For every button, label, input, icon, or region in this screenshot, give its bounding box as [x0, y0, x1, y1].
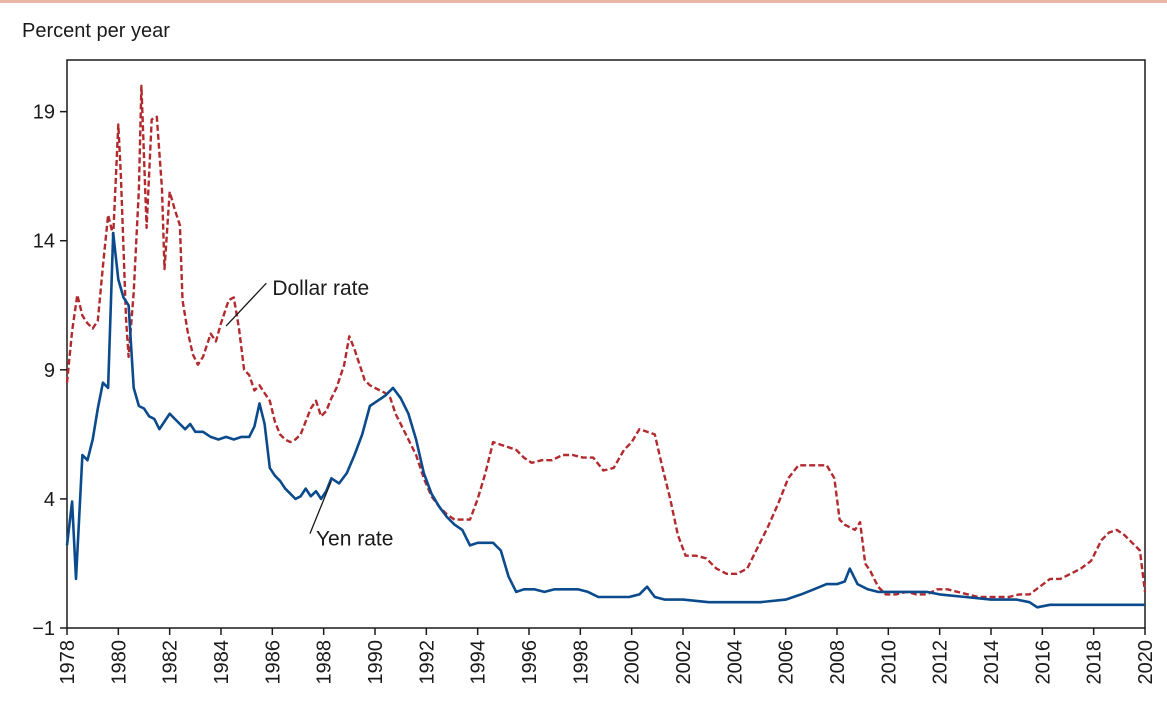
x-tick-label: 1998: [570, 640, 592, 685]
top-rule: [0, 0, 1167, 3]
y-axis-label: Percent per year: [22, 20, 170, 42]
x-tick-label: 1984: [211, 640, 233, 685]
annotation-layer: Dollar rate Yen rate: [225, 277, 393, 551]
series-line-yen: [65, 231, 1145, 609]
x-tick-label: 1986: [262, 640, 284, 685]
x-tick-label: 2016: [1032, 640, 1054, 685]
y-tick-label: 14: [33, 231, 55, 253]
x-tick-label: 2004: [724, 640, 746, 685]
y-tick-label: 9: [44, 360, 55, 382]
annotation-label-yen: Yen rate: [316, 528, 393, 551]
x-tick-label: 1994: [468, 640, 490, 685]
x-tick-label: 2010: [878, 640, 900, 685]
x-tick-label: 1990: [365, 640, 387, 685]
y-tick-label: 4: [44, 489, 55, 511]
series-layer: [65, 84, 1147, 609]
y-tick-label: −1: [32, 618, 55, 640]
x-ticks: 1978 1980 1982 1984 1986 1988 1990 1992 1994 1996…: [57, 628, 1157, 685]
x-tick-label: 2012: [930, 640, 952, 685]
x-tick-label: 1982: [160, 640, 182, 685]
x-tick-label: 2008: [827, 640, 849, 685]
annotation-label-dollar: Dollar rate: [272, 277, 369, 300]
x-tick-label: 2020: [1135, 640, 1157, 685]
x-tick-label: 1980: [108, 640, 130, 685]
x-tick-label: 2018: [1084, 640, 1106, 685]
x-tick-label: 1978: [57, 640, 79, 685]
x-tick-label: 1992: [416, 640, 438, 685]
x-tick-label: 2006: [776, 640, 798, 685]
annotation-leader: [309, 480, 332, 534]
series-line-dollar: [65, 84, 1147, 599]
y-ticks: −1 4 9 14 19: [32, 102, 67, 640]
annotation-leader: [225, 282, 267, 327]
x-tick-label: 1996: [519, 640, 541, 685]
x-tick-label: 2014: [981, 640, 1003, 685]
y-tick-label: 19: [33, 102, 55, 124]
x-tick-label: 2000: [622, 640, 644, 685]
x-tick-label: 1988: [314, 640, 336, 685]
plot-area-frame: [66, 59, 1146, 629]
x-tick-label: 2002: [673, 640, 695, 685]
